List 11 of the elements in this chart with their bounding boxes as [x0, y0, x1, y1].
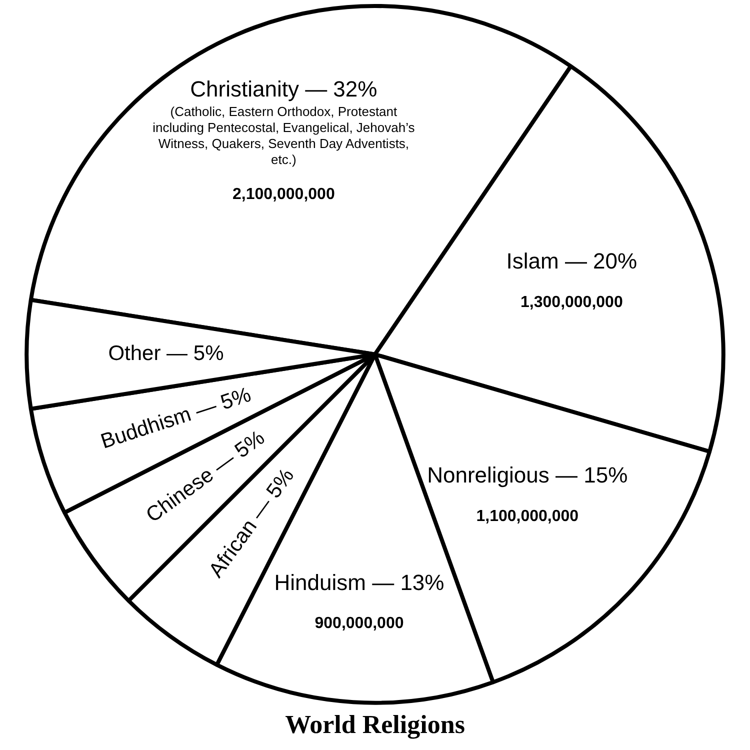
text: 2,100,000,000: [232, 186, 335, 203]
slice-label: Other — 5%: [108, 342, 224, 366]
text: (Catholic, Eastern Orthodox, Protestant including Pentecostal, Evangelical, Jehovah’s Witness, Quakers, Seventh Day Adventists, etc.): [152, 104, 415, 167]
text: 900,000,000: [314, 615, 404, 632]
slice-label: Christianity — 32%: [190, 76, 378, 102]
slice-label: Nonreligious — 15%: [427, 462, 628, 488]
text: 1,100,000,000: [476, 508, 579, 525]
slice-label: Hinduism — 13%: [274, 570, 444, 595]
text: 1,300,000,000: [520, 294, 623, 311]
text: World Religions: [285, 710, 465, 740]
slice-label: Islam — 20%: [506, 248, 638, 274]
